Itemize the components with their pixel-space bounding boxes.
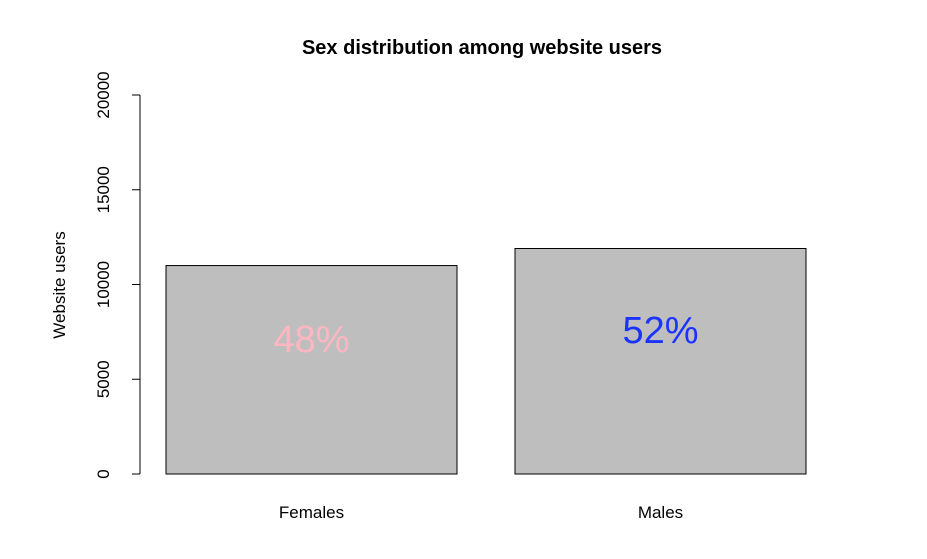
bars [165, 247, 807, 475]
x-tick-label: Females [279, 503, 344, 522]
bar-value-label: 52% [622, 310, 698, 352]
y-tick-label: 20000 [94, 71, 113, 118]
bar-labels: 48% 52% [273, 310, 698, 361]
y-axis-label: Website users [50, 231, 69, 338]
x-tick-label: Males [638, 503, 683, 522]
y-tick-label: 10000 [94, 261, 113, 308]
y-tick-label: 15000 [94, 166, 113, 213]
y-tick-label: 5000 [94, 360, 113, 398]
y-axis: 0 5000 10000 15000 20000 [94, 71, 141, 479]
bar [514, 247, 807, 475]
bar [165, 265, 458, 475]
bar-value-label: 48% [273, 319, 349, 361]
x-tick-labels: Females Males [279, 503, 683, 522]
chart-title: Sex distribution among website users [302, 37, 662, 59]
y-tick-label: 0 [94, 469, 113, 478]
